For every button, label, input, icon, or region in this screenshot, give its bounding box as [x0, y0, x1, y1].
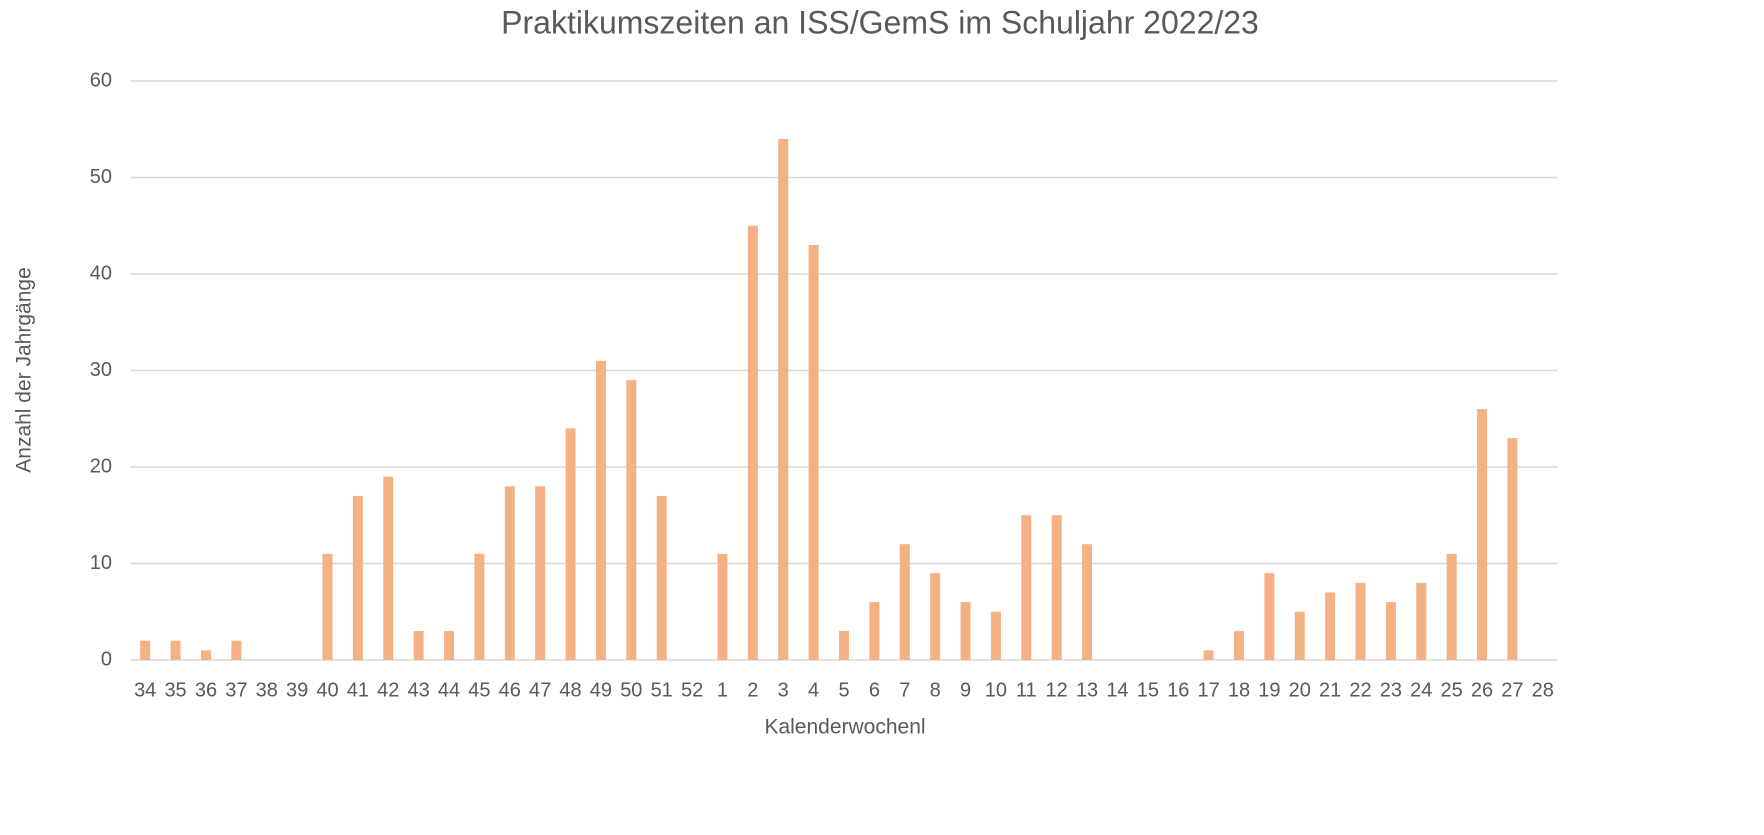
x-tick-label: 34 [134, 679, 156, 701]
bar [990, 611, 1001, 660]
x-tick-label: 35 [164, 679, 186, 701]
x-tick-label: 18 [1228, 679, 1250, 701]
x-tick-label: 44 [438, 679, 460, 701]
bar [656, 495, 667, 660]
x-tick-label: 5 [838, 679, 849, 701]
x-tick-label: 6 [869, 679, 880, 701]
x-tick-label: 25 [1441, 679, 1463, 701]
x-tick-label: 27 [1501, 679, 1523, 701]
x-tick-label: 15 [1137, 679, 1159, 701]
bar [231, 640, 242, 660]
x-tick-label: 21 [1319, 679, 1341, 701]
chart-title: Praktikumszeiten an ISS/GemS im Schuljah… [501, 4, 1259, 40]
bar [474, 553, 485, 660]
x-tick-label: 42 [377, 679, 399, 701]
x-tick-label: 41 [347, 679, 369, 701]
x-tick-label: 52 [681, 679, 703, 701]
y-tick-label: 10 [90, 552, 112, 574]
x-tick-label: 3 [778, 679, 789, 701]
bar [930, 573, 941, 660]
x-tick-label: 40 [316, 679, 338, 701]
bar [1325, 592, 1336, 660]
x-tick-label: 38 [256, 679, 278, 701]
bar [1446, 553, 1457, 660]
x-tick-label: 49 [590, 679, 612, 701]
bar [170, 640, 181, 660]
x-tick-label: 19 [1258, 679, 1280, 701]
x-tick-label: 11 [1016, 679, 1037, 701]
x-tick-label: 10 [985, 679, 1007, 701]
x-tick-label: 23 [1380, 679, 1402, 701]
x-tick-label: 51 [651, 679, 673, 701]
bar [808, 245, 819, 661]
bar [140, 640, 151, 660]
x-tick-label: 9 [960, 679, 971, 701]
y-axis-title: Anzahl der Jahrgänge [13, 267, 36, 472]
bar [869, 602, 880, 660]
bar [1203, 650, 1214, 660]
y-tick-label: 30 [90, 359, 112, 381]
bar [1385, 602, 1396, 660]
x-tick-label: 39 [286, 679, 308, 701]
x-tick-label: 26 [1471, 679, 1493, 701]
bar [1264, 573, 1275, 660]
bar [504, 486, 515, 660]
bar [747, 225, 758, 660]
x-tick-label: 22 [1349, 679, 1371, 701]
x-tick-label: 13 [1076, 679, 1098, 701]
y-tick-label: 40 [90, 262, 112, 284]
bar [778, 138, 789, 660]
x-tick-label: 45 [468, 679, 490, 701]
bar [1355, 582, 1366, 660]
x-tick-label: 48 [559, 679, 581, 701]
x-tick-label: 37 [225, 679, 247, 701]
x-tick-label: 24 [1410, 679, 1432, 701]
bar [565, 428, 576, 660]
bar [352, 495, 363, 660]
x-tick-label: 43 [408, 679, 430, 701]
bar [535, 486, 546, 660]
bar [1021, 515, 1032, 660]
x-tick-label: 8 [930, 679, 941, 701]
bar [200, 650, 211, 660]
y-tick-label: 20 [90, 455, 112, 477]
bar [595, 360, 606, 660]
x-tick-label: 2 [747, 679, 758, 701]
bar [322, 553, 333, 660]
bar [1294, 611, 1305, 660]
x-tick-label: 50 [620, 679, 642, 701]
x-tick-label: 47 [529, 679, 551, 701]
x-tick-label: 1 [717, 679, 728, 701]
bar [1233, 631, 1244, 660]
bar [839, 631, 849, 660]
x-tick-label: 16 [1167, 679, 1189, 701]
bar [960, 602, 971, 660]
bar [899, 544, 910, 660]
x-tick-label: 12 [1046, 679, 1068, 701]
bar [1416, 582, 1427, 660]
bar [1051, 515, 1062, 660]
x-tick-label: 20 [1289, 679, 1311, 701]
x-tick-label: 46 [499, 679, 521, 701]
x-tick-label: 17 [1197, 679, 1219, 701]
bar [383, 476, 394, 660]
x-tick-label: 4 [808, 679, 819, 701]
x-tick-label: 7 [899, 679, 910, 701]
y-tick-label: 50 [90, 166, 112, 188]
bar [444, 631, 455, 660]
bar [1082, 544, 1093, 660]
bar [1477, 409, 1488, 660]
x-tick-label: 14 [1106, 679, 1128, 701]
bar [413, 631, 424, 660]
bar [626, 380, 637, 660]
x-tick-label: 36 [195, 679, 217, 701]
x-tick-label: 28 [1532, 679, 1554, 701]
x-axis-title: Kalenderwochenl [764, 716, 925, 739]
bar [1507, 438, 1518, 660]
bar [717, 553, 728, 660]
y-tick-label: 0 [101, 648, 112, 670]
y-tick-label: 60 [90, 69, 112, 91]
